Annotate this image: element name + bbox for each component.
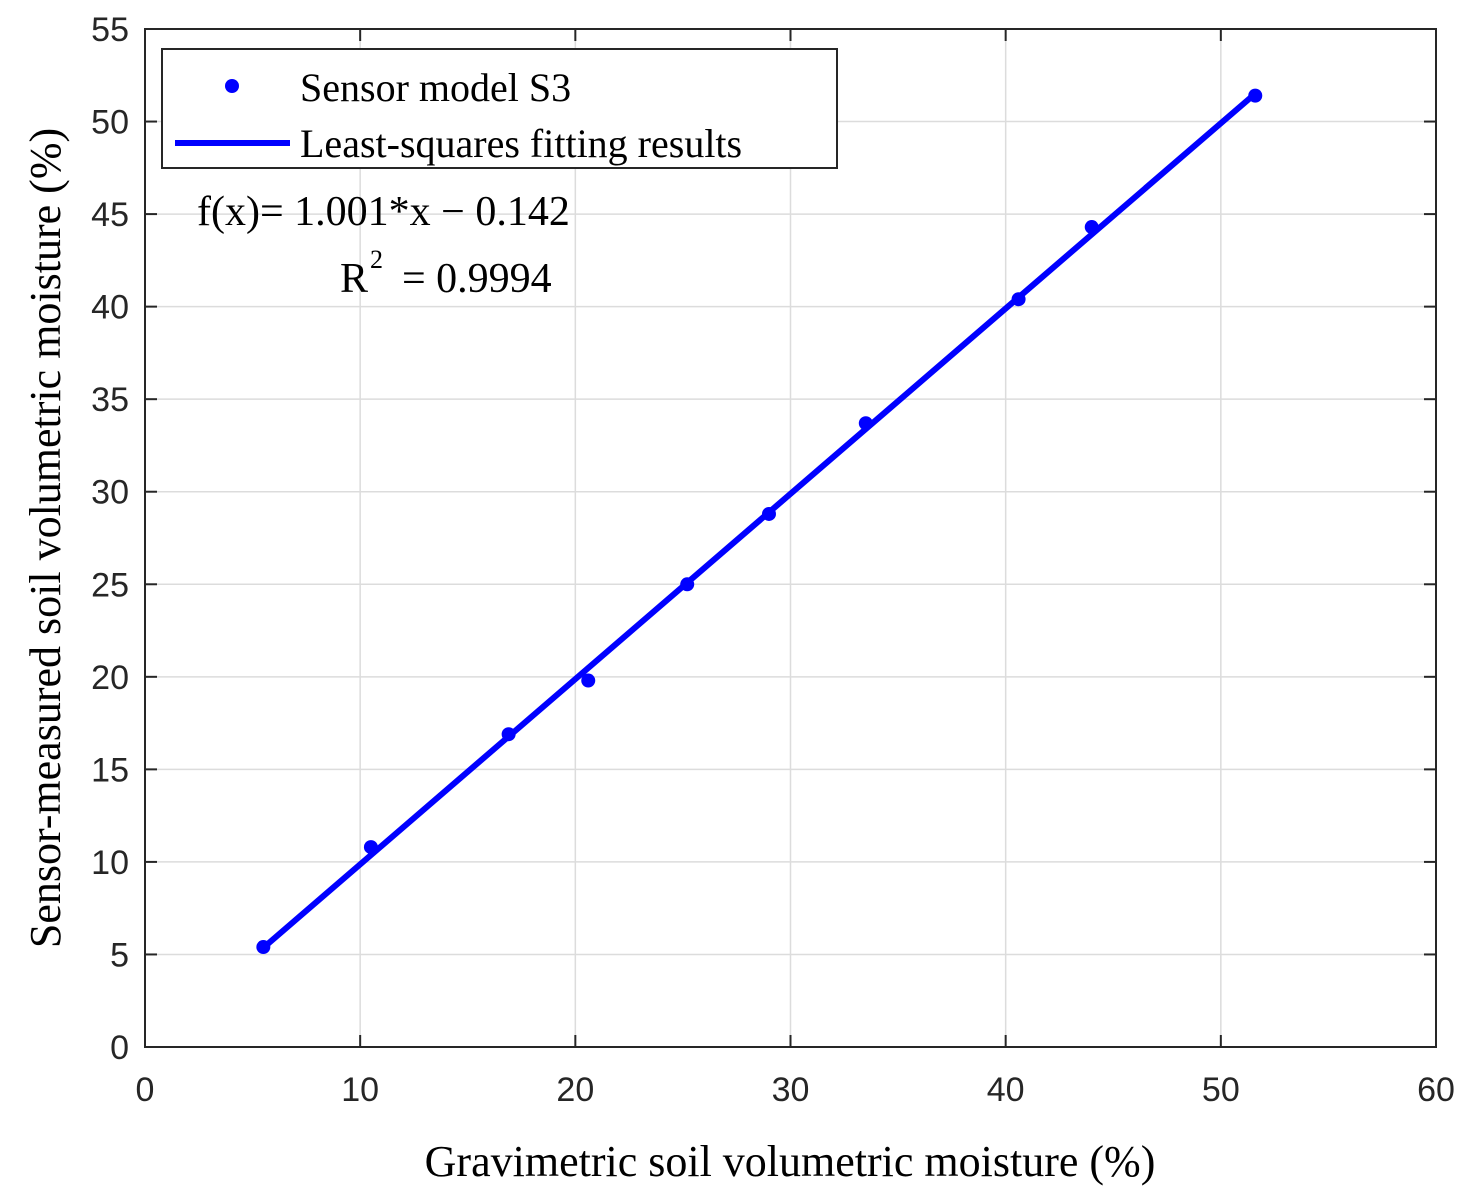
legend-label-line: Least-squares fitting results [300, 121, 742, 166]
x-axis-title: Gravimetric soil volumetric moisture (%) [425, 1137, 1156, 1186]
plot-area [256, 88, 1263, 955]
y-tick-label: 20 [91, 659, 129, 697]
y-tick-label: 25 [91, 566, 129, 604]
r-squared-exponent: 2 [370, 245, 383, 274]
y-tick-label: 0 [110, 1029, 129, 1067]
data-point [858, 416, 873, 431]
grid [144, 28, 1437, 1048]
x-tick-label: 30 [772, 1071, 810, 1109]
data-point [1011, 292, 1026, 307]
data-point [761, 506, 776, 521]
y-tick-label: 45 [91, 196, 129, 234]
data-point [501, 727, 516, 742]
y-tick-label: 15 [91, 751, 129, 789]
r-squared-value: = 0.9994 [402, 256, 552, 302]
fit-equation: f(x)= 1.001*x − 0.142 [197, 189, 570, 235]
data-point [256, 940, 271, 955]
data-point [581, 673, 596, 688]
y-axis-title: Sensor-measured soil volumetric moisture… [21, 128, 70, 948]
y-tick-label: 10 [91, 844, 129, 882]
y-tick-label: 50 [91, 104, 129, 142]
y-tick-label: 55 [91, 11, 129, 49]
data-point [1084, 220, 1099, 235]
y-tick-label: 30 [91, 474, 129, 512]
y-tick-label: 5 [110, 936, 129, 974]
legend-label-points: Sensor model S3 [300, 65, 571, 110]
x-tick-label: 20 [556, 1071, 594, 1109]
r-squared-symbol: R [340, 256, 368, 302]
x-tick-label: 50 [1202, 1071, 1240, 1109]
legend: Sensor model S3 Least-squares fitting re… [161, 48, 838, 169]
data-point [1248, 88, 1263, 103]
x-tick-label: 10 [341, 1071, 379, 1109]
legend-marker-points [225, 79, 239, 93]
x-tick-label: 60 [1417, 1071, 1455, 1109]
tick-labels: 0 10 20 30 40 50 60 0 5 10 15 20 25 30 35 40 45 50 55 [91, 11, 1455, 1109]
x-tick-label: 0 [136, 1071, 155, 1109]
y-tick-label: 35 [91, 381, 129, 419]
ticks [144, 28, 1437, 1048]
x-tick-label: 40 [987, 1071, 1025, 1109]
data-point [680, 577, 695, 592]
legend-box [161, 48, 838, 169]
fit-annotation: f(x)= 1.001*x − 0.142 R 2 = 0.9994 [197, 189, 570, 302]
data-point [363, 840, 378, 855]
y-tick-label: 40 [91, 289, 129, 327]
fit-line [261, 91, 1258, 950]
